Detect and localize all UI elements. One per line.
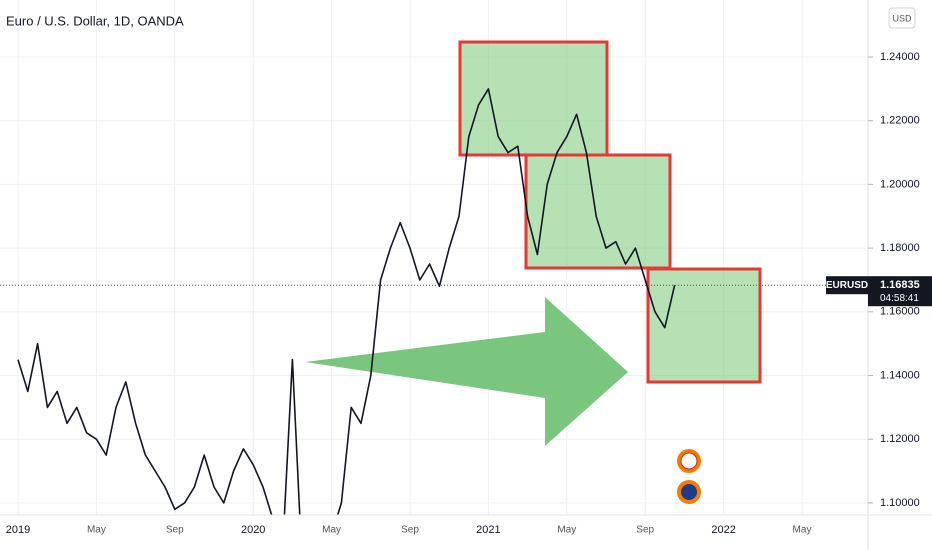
y-tick-label: 1.20000 <box>880 178 920 190</box>
grid <box>0 0 868 515</box>
currency[interactable]: USD <box>892 13 912 23</box>
symbol-label-bg <box>826 276 868 295</box>
y-tick-label: 1.16000 <box>880 306 920 318</box>
x-tick-label: May <box>793 525 812 536</box>
x-tick-label: 2020 <box>241 524 265 536</box>
event-icons <box>677 449 701 504</box>
box <box>524 153 672 270</box>
icon <box>680 452 698 470</box>
y-tick-label: 1.22000 <box>880 115 920 127</box>
plot <box>17 88 676 515</box>
price-label: 1.16835 <box>880 279 920 291</box>
y-tick-label: 1.24000 <box>880 51 920 63</box>
price-label-bg <box>868 276 932 307</box>
x-tick-label: May <box>557 525 576 536</box>
y-tick-label: 1.14000 <box>880 369 920 381</box>
x-tick-label: May <box>87 525 106 536</box>
x-tick-label: 2022 <box>711 524 735 536</box>
arrow <box>305 297 628 446</box>
chart-title: Euro / U.S. Dollar, 1D, OANDA <box>6 13 184 28</box>
x-tick-label: Sep <box>166 525 184 536</box>
drawings <box>305 40 762 446</box>
x-tick-label: 2021 <box>476 524 500 536</box>
y-tick-label: 1.10000 <box>880 497 920 509</box>
x-tick-label: 2019 <box>6 524 30 536</box>
box <box>646 267 762 384</box>
y-tick-label: 1.18000 <box>880 242 920 254</box>
symbol-label: EURUSD <box>826 280 868 291</box>
y-tick-label: 1.12000 <box>880 433 920 445</box>
price-line <box>17 88 676 515</box>
x-tick-label: Sep <box>636 525 654 536</box>
icon <box>681 484 697 500</box>
currency-button[interactable] <box>888 7 916 29</box>
x-tick-label: Sep <box>401 525 419 536</box>
x-tick-label: May <box>322 525 341 536</box>
countdown-label: 04:58:41 <box>880 293 919 304</box>
